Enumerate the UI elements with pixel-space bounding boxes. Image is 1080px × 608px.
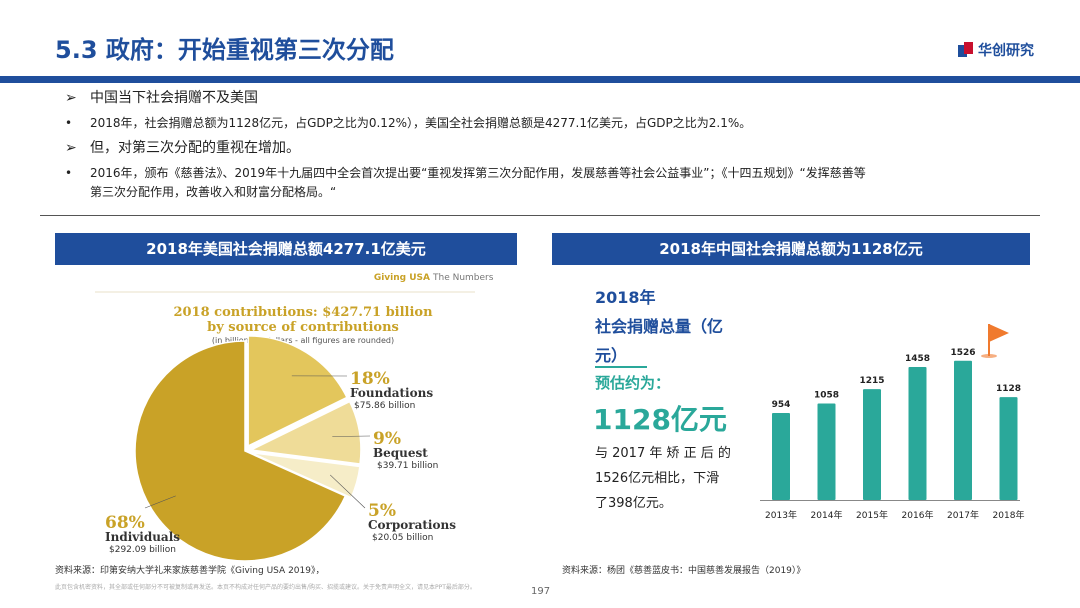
logo-text: 华创研究 bbox=[978, 43, 1034, 59]
bullet-marker: • bbox=[65, 116, 73, 130]
cn-note-1: 与 2017 年 矫 正 后 的 bbox=[595, 446, 731, 461]
bar-2017年 bbox=[954, 360, 972, 500]
us-panel-title: 2018年美国社会捐赠总额4277.1亿美元 bbox=[55, 233, 517, 265]
svg-text:Bequest: Bequest bbox=[373, 446, 428, 460]
bar-category-label: 2015年 bbox=[856, 509, 888, 521]
bar-category-label: 2017年 bbox=[947, 509, 979, 521]
header-rule bbox=[0, 76, 1080, 83]
us-donation-pie-chart: Giving USA The Numbers 2018 contribution… bbox=[95, 273, 494, 562]
pie-label-corporations: 5%Corporations$20.05 billion bbox=[329, 474, 456, 543]
bar-category-label: 2014年 bbox=[811, 509, 843, 521]
bullet-item: • 2018年，社会捐赠总额为1128亿元，占GDP之比为0.12%），美国全社会… bbox=[65, 115, 1045, 132]
pie-label-foundations: 18%Foundations$75.86 billion bbox=[291, 369, 433, 411]
bullet-text: 但，对第三次分配的重视在增加。 bbox=[90, 140, 300, 156]
disclaimer: 此页包含机密资料，其全部或任何部分不可被复制或再发送。本页不构成对任何产品的要约… bbox=[55, 584, 476, 591]
bullet-item: 第三次分配作用，改善收入和财富分配格局。“ bbox=[65, 184, 1045, 201]
bullet-list: ➢ 中国当下社会捐赠不及美国 • 2018年，社会捐赠总额为1128亿元，占GDP之比… bbox=[65, 90, 1045, 209]
bar-2018年 bbox=[999, 397, 1018, 500]
giving-usa-brand: Giving USA bbox=[374, 273, 430, 283]
pie-title: 2018 contributions: $427.71 billion bbox=[173, 305, 433, 320]
cn-source: 资料来源：杨团《慈善蓝皮书：中国慈善发展报告（2019）》 bbox=[562, 566, 806, 576]
bullet-text: 第三次分配作用，改善收入和财富分配格局。“ bbox=[90, 185, 337, 199]
brand-logo: 华创研究 bbox=[958, 40, 1034, 60]
pie-slice-corporations bbox=[250, 451, 361, 499]
svg-text:5%: 5% bbox=[368, 501, 396, 521]
cn-panel-title: 2018年中国社会捐赠总额为1128亿元 bbox=[552, 233, 1030, 265]
bullet-text: 2016年，颁布《慈善法》、2019年十九届四中全会首次提出要“重视发挥第三次分… bbox=[90, 166, 866, 180]
bullet-item: ➢ 但，对第三次分配的重视在增加。 bbox=[65, 140, 1045, 157]
cn-total-label: 社会捐赠总量（亿 bbox=[595, 317, 724, 336]
bullet-text: 2018年，社会捐赠总额为1128亿元，占GDP之比为0.12%），美国全社会捐… bbox=[90, 116, 752, 130]
pie-slice-bequest bbox=[248, 400, 362, 465]
bar-2015年 bbox=[863, 389, 881, 500]
bullet-text: 中国当下社会捐赠不及美国 bbox=[90, 90, 258, 106]
svg-text:$39.71 billion: $39.71 billion bbox=[377, 461, 438, 471]
svg-text:Foundations: Foundations bbox=[350, 386, 433, 400]
bar-2013年 bbox=[772, 412, 790, 500]
page-title: 5.3 政府：开始重视第三次分配 bbox=[55, 36, 394, 64]
cn-note-3: 了398亿元。 bbox=[595, 496, 672, 511]
bullet-marker: ➢ bbox=[65, 140, 77, 156]
cn-year-label: 2018年 bbox=[595, 288, 656, 307]
pie-label-individuals: 68%Individuals$292.09 billion bbox=[105, 495, 180, 555]
bar-category-label: 2013年 bbox=[765, 509, 797, 521]
giving-usa-sub: The Numbers bbox=[432, 273, 494, 283]
svg-text:$292.09 billion: $292.09 billion bbox=[109, 545, 176, 555]
bar-value-label: 1128 bbox=[996, 384, 1021, 394]
pie-label-bequest: 9%Bequest$39.71 billion bbox=[332, 429, 438, 471]
bar-value-label: 1058 bbox=[814, 390, 839, 400]
bar-category-label: 2016年 bbox=[902, 509, 934, 521]
us-source: 资料来源：印第安纳大学礼来家族慈善学院《Giving USA 2019》， bbox=[55, 566, 325, 576]
pie-slice-foundations bbox=[247, 335, 348, 448]
svg-text:Corporations: Corporations bbox=[368, 518, 456, 532]
flag-icon bbox=[981, 324, 1009, 358]
bar-value-label: 1458 bbox=[905, 354, 930, 364]
bar-value-label: 1215 bbox=[859, 376, 884, 386]
cn-estimate-label: 预估约为： bbox=[595, 374, 671, 392]
bullet-marker: • bbox=[65, 166, 73, 180]
pie-subtitle: by source of contributions bbox=[207, 320, 399, 335]
bullet-item: ➢ 中国当下社会捐赠不及美国 bbox=[65, 90, 1045, 107]
bullet-item: • 2016年，颁布《慈善法》、2019年十九届四中全会首次提出要“重视发挥第三次… bbox=[65, 165, 1045, 182]
cn-unit-label: 元） bbox=[595, 342, 648, 368]
bar-category-label: 2018年 bbox=[993, 509, 1025, 521]
bullet-marker: ➢ bbox=[65, 90, 77, 106]
cn-total-value: 1128亿元 bbox=[593, 403, 727, 436]
pie-slice-individuals bbox=[134, 340, 347, 562]
svg-text:Individuals: Individuals bbox=[105, 530, 180, 544]
pie-note: (in billions of dollars - all figures ar… bbox=[212, 336, 394, 345]
bar-value-label: 954 bbox=[772, 400, 791, 410]
logo-icon bbox=[958, 42, 974, 58]
cn-note-2: 1526亿元相比，下滑 bbox=[595, 471, 720, 486]
divider bbox=[40, 215, 1040, 216]
svg-text:18%: 18% bbox=[350, 369, 390, 389]
cn-donation-bar-chart: 954 2013年 1058 2014年 1215 2015年 1458 2016年 1526 2… bbox=[760, 324, 1025, 521]
bar-2016年 bbox=[908, 366, 927, 500]
svg-text:68%: 68% bbox=[105, 513, 145, 533]
page-number: 197 bbox=[531, 586, 551, 597]
svg-text:$20.05 billion: $20.05 billion bbox=[372, 533, 433, 543]
svg-text:9%: 9% bbox=[373, 429, 401, 449]
bar-value-label: 1526 bbox=[950, 348, 975, 358]
svg-text:$75.86 billion: $75.86 billion bbox=[354, 401, 415, 411]
bar-2014年 bbox=[817, 403, 836, 500]
